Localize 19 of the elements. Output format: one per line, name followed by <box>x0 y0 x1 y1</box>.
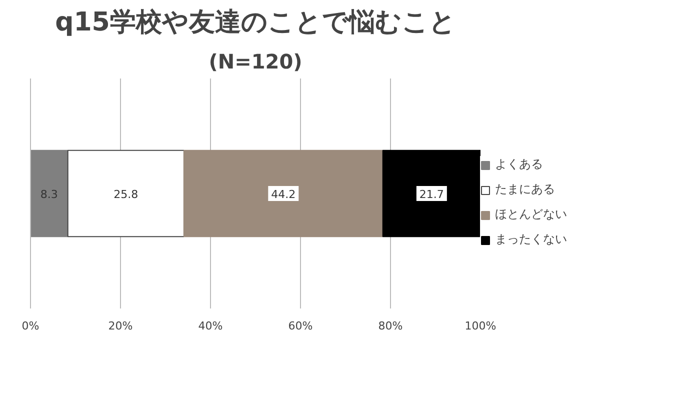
x-tick-label: 0% <box>22 320 40 332</box>
x-tick-label: 80% <box>378 320 403 332</box>
x-tick-label: 40% <box>198 320 223 332</box>
data-label: 44.2 <box>271 188 296 201</box>
chart-title: q15学校や友達のことで悩むこと <box>55 8 456 38</box>
x-tick-label: 20% <box>108 320 133 332</box>
data-label: 25.8 <box>114 188 138 201</box>
bar <box>30 150 68 238</box>
bar <box>183 150 384 238</box>
data-label: 21.7 <box>419 188 444 201</box>
x-tick-label: 100% <box>464 320 496 332</box>
x-tick-label: 60% <box>288 320 313 332</box>
bar <box>67 150 184 238</box>
legend-label: たまにある <box>495 181 555 198</box>
legend-label: ほとんどない <box>495 206 567 223</box>
legend-label: まったくない <box>495 231 567 248</box>
legend-label: よくある <box>495 156 543 173</box>
data-label: 8.3 <box>40 188 58 201</box>
chart-subtitle: (N=120) <box>208 50 302 74</box>
